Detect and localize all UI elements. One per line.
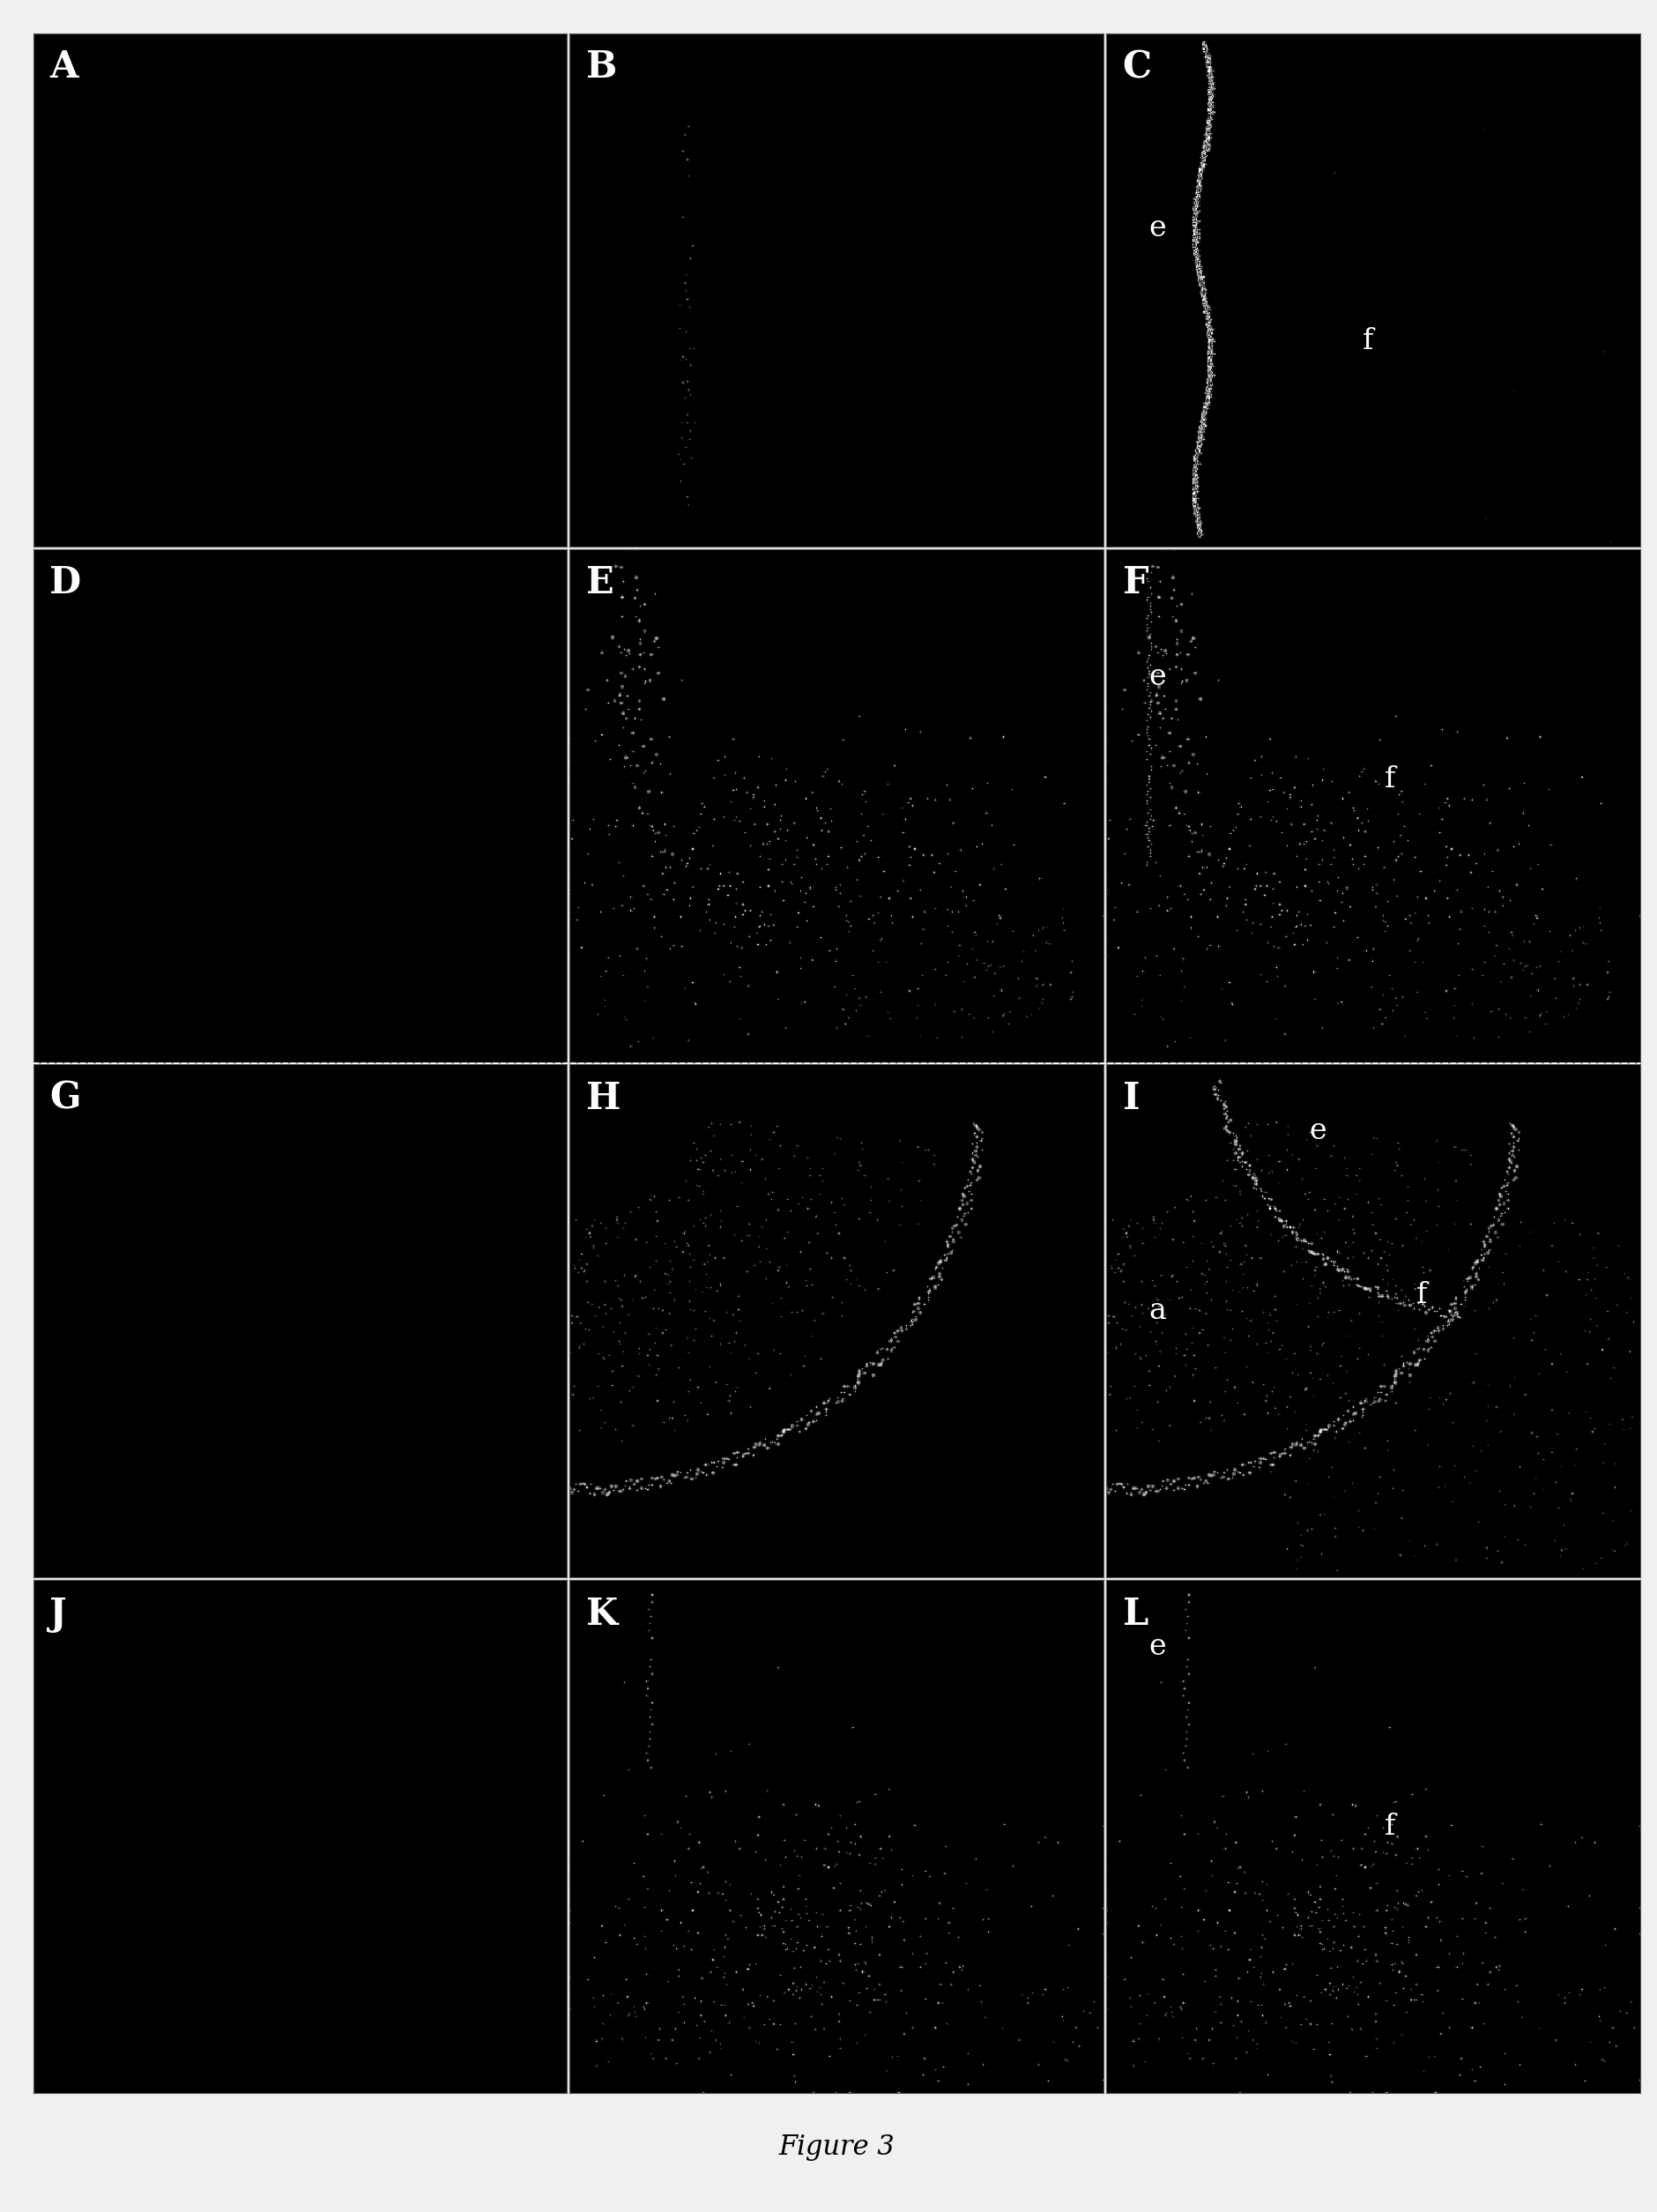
Text: D: D <box>50 564 81 602</box>
Text: e: e <box>1150 215 1167 243</box>
Text: f: f <box>1362 327 1374 356</box>
Text: L: L <box>1122 1595 1148 1632</box>
Text: e: e <box>1150 1632 1167 1661</box>
Text: C: C <box>1122 49 1152 86</box>
Text: G: G <box>50 1079 81 1117</box>
Text: f: f <box>1384 765 1395 794</box>
Text: I: I <box>1122 1079 1140 1117</box>
Text: a: a <box>1150 1296 1167 1325</box>
Text: E: E <box>587 564 613 602</box>
Text: Figure 3: Figure 3 <box>779 2132 895 2161</box>
Text: e: e <box>1309 1117 1327 1146</box>
Text: J: J <box>50 1595 66 1632</box>
Text: f: f <box>1384 1812 1395 1840</box>
Text: f: f <box>1417 1281 1427 1310</box>
Text: K: K <box>587 1595 618 1632</box>
Text: F: F <box>1122 564 1148 602</box>
Text: B: B <box>587 49 616 86</box>
Text: H: H <box>587 1079 620 1117</box>
Text: e: e <box>1150 664 1167 690</box>
Text: A: A <box>50 49 78 86</box>
